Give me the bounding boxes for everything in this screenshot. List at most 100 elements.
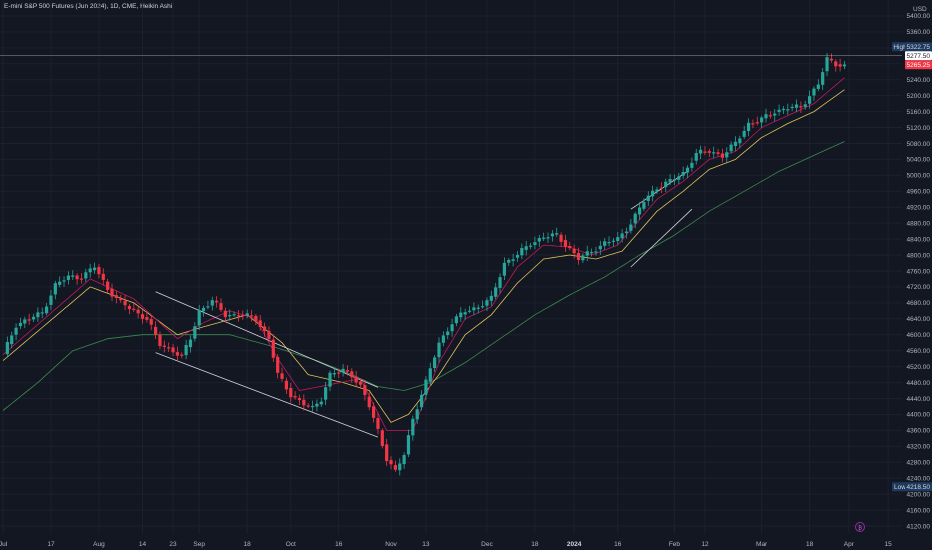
time-tick-label: 2024	[567, 541, 582, 548]
candle-body	[729, 144, 733, 152]
time-tick-label: 18	[244, 541, 252, 548]
price-tick-label: 4320.00	[907, 444, 931, 451]
price-tick-label: 4200.00	[907, 491, 931, 498]
candle-body	[446, 331, 450, 336]
candle-body	[467, 310, 472, 312]
candle-body	[476, 307, 480, 309]
candle-body	[10, 335, 14, 345]
time-axis[interactable]: Jul 17 Aug 14 23 Sep 18 Oct 16 Nov 13 Dec 18 2024 16 Fe…	[0, 541, 892, 548]
candle-body	[306, 405, 310, 407]
candle-body	[162, 345, 166, 347]
candle-body	[764, 114, 768, 119]
candle-body	[433, 357, 437, 369]
candle-body	[62, 280, 66, 282]
candle-body	[550, 233, 554, 237]
candle-body	[188, 339, 193, 348]
candle-body	[624, 231, 629, 233]
price-tick-label: 5160.00	[907, 109, 931, 116]
price-tick-label: 5200.00	[907, 93, 931, 100]
event-marker-icon[interactable]: ₿	[855, 522, 865, 532]
chart-title: E-mini S&P 500 Futures (Jun 2024), 1D, C…	[4, 3, 173, 10]
candle-body	[485, 300, 489, 306]
candle-body	[437, 342, 441, 358]
time-tick-label: Jul	[0, 541, 8, 548]
price-tick-label: 5000.00	[907, 173, 931, 180]
candle-body	[36, 312, 40, 318]
time-tick-label: Aug	[93, 541, 105, 548]
candle-body	[276, 356, 280, 373]
candle-body	[40, 312, 44, 314]
ema-mid-line	[2, 89, 845, 423]
candle-body	[58, 281, 62, 285]
price-tick-label: 4640.00	[907, 316, 931, 323]
time-tick-label: 12	[701, 541, 709, 548]
candle-body	[816, 84, 820, 89]
time-tick-label: Sep	[193, 541, 205, 548]
candle-body	[428, 368, 432, 382]
candle-body	[358, 381, 363, 385]
candle-body	[263, 326, 267, 332]
candle-body	[498, 277, 502, 288]
candle-body	[533, 242, 537, 246]
candle-body	[389, 460, 393, 465]
candle-body	[620, 233, 624, 239]
time-tick-label: 15	[884, 541, 892, 548]
price-tick-label: 4600.00	[907, 332, 931, 339]
candle-body	[289, 387, 293, 398]
candle-body	[424, 379, 428, 395]
candle-body	[799, 106, 803, 108]
candle-body	[45, 306, 49, 314]
low-label-bg	[892, 482, 908, 492]
candle-body	[738, 138, 742, 144]
candle-body	[568, 245, 572, 249]
price-tick-label: 4160.00	[907, 507, 931, 514]
trendline	[155, 291, 379, 388]
candle-body	[354, 376, 358, 383]
time-tick-label: 14	[139, 541, 147, 548]
candle-body	[372, 406, 376, 418]
price-tick-label: 5240.00	[907, 77, 931, 84]
time-tick-label: Mar	[756, 541, 768, 548]
candle-body	[158, 334, 162, 347]
candle-body	[502, 262, 506, 276]
high-price-tag: 5322.75	[907, 44, 931, 51]
candle-body	[542, 237, 546, 239]
high-label-bg	[892, 42, 908, 52]
candle-body	[367, 396, 371, 408]
price-tick-label: 4800.00	[907, 252, 931, 259]
candle-body	[603, 241, 607, 246]
candle-body	[664, 181, 668, 188]
time-tick-label: Feb	[669, 541, 681, 548]
time-tick-label: 13	[422, 541, 430, 548]
price-axis[interactable]: USD 5400.005360.005320.005280.005240.005…	[907, 6, 931, 530]
candle-body	[398, 463, 402, 471]
candle-body	[454, 316, 459, 324]
candle-body	[324, 387, 328, 400]
price-tick-label: 4400.00	[907, 412, 931, 419]
time-tick-label: 16	[614, 541, 622, 548]
candle-body	[720, 153, 724, 158]
candle-body	[341, 368, 345, 373]
price-tick-label: 4520.00	[907, 364, 931, 371]
candle-body	[140, 314, 145, 319]
price-tick-label: 4360.00	[907, 428, 931, 435]
candle-body	[5, 341, 9, 355]
price-tick-label: 5080.00	[907, 141, 931, 148]
candle-body	[677, 176, 681, 180]
candle-body	[23, 319, 27, 324]
price-tick-label: 4480.00	[907, 380, 931, 387]
price-tick-label: 5040.00	[907, 157, 931, 164]
candle-body	[803, 104, 807, 107]
candle-body	[716, 152, 720, 154]
candle-body	[184, 345, 188, 356]
candle-body	[271, 339, 275, 358]
candle-body	[842, 64, 847, 67]
candle-body	[215, 300, 219, 303]
candle-body	[489, 295, 493, 301]
high-label: High	[893, 44, 907, 51]
candle-body	[707, 151, 711, 153]
candle-body	[210, 300, 214, 306]
candle-body	[106, 281, 110, 290]
candle-body	[27, 319, 31, 321]
